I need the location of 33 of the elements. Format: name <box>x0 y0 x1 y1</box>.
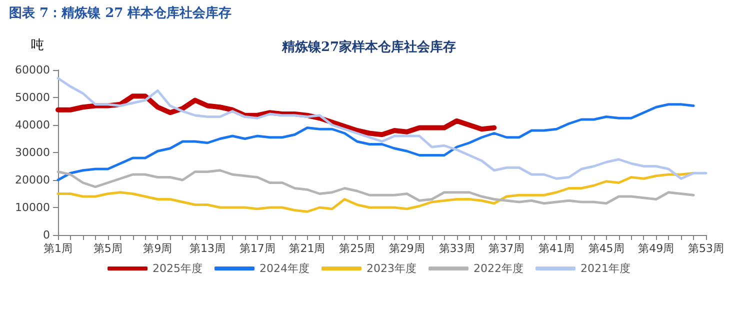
x-tick-label: 第53周 <box>688 242 724 255</box>
x-tick-label: 第49周 <box>638 242 674 255</box>
chart-subtitle: 图表 7：精炼镍 27 样本仓库社会库存 <box>9 5 232 21</box>
line-series <box>56 172 695 213</box>
y-tick-label: 60000 <box>15 64 50 76</box>
legend-label: 2022年度 <box>473 262 524 275</box>
legend-label: 2023年度 <box>366 262 417 275</box>
x-tick-label: 第21周 <box>289 242 326 255</box>
y-axis-title: 吨 <box>31 38 44 53</box>
y-tick-label: 0 <box>43 228 50 242</box>
y-tick-label: 30000 <box>15 146 50 159</box>
x-tick-label: 第25周 <box>339 242 376 255</box>
y-tick-label: 40000 <box>15 118 50 132</box>
chart-title: 精炼镍27家样本仓库社会库存 <box>280 39 456 55</box>
x-tick-label: 第17周 <box>239 242 276 255</box>
legend-label: 2021年度 <box>580 262 630 275</box>
x-tick-label: 第13周 <box>190 242 226 255</box>
x-tick-label: 第41周 <box>538 242 574 255</box>
y-tick-label: 10000 <box>15 201 50 214</box>
x-tick-label: 第45周 <box>588 242 624 255</box>
legend-label: 2024年度 <box>260 262 310 275</box>
y-tick-label: 20000 <box>15 174 50 186</box>
line-series <box>56 169 695 205</box>
x-tick-label: 第33周 <box>438 242 475 255</box>
x-tick-label: 第29周 <box>388 242 425 255</box>
line-series <box>56 103 695 182</box>
x-tick-label: 第9周 <box>143 242 172 255</box>
x-tick-label: 第1周 <box>44 242 72 255</box>
line-series <box>56 77 708 180</box>
y-tick-label: 50000 <box>15 91 50 104</box>
x-tick-label: 第37周 <box>488 242 525 255</box>
x-tick-label: 第5周 <box>93 242 122 255</box>
legend-label: 2025年度 <box>152 262 203 275</box>
